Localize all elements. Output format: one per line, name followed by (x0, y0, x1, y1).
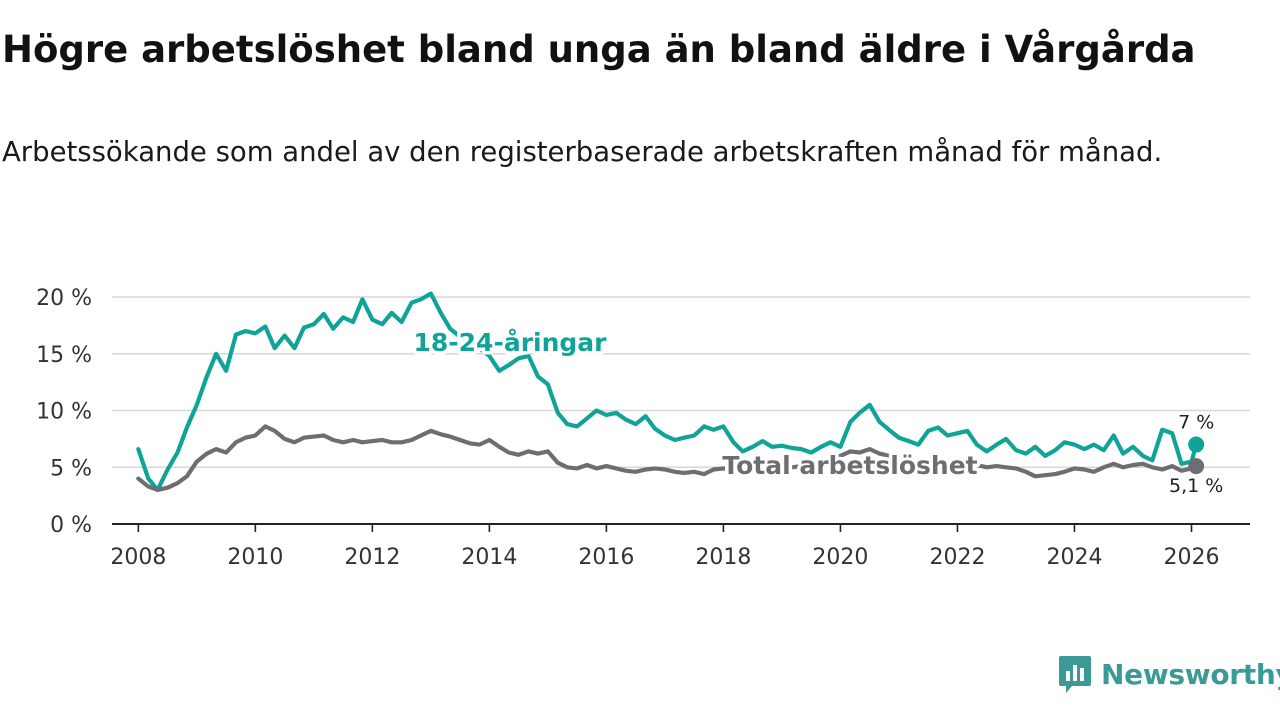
y-tick-label: 10 % (36, 400, 92, 425)
series-labels: 18-24-åringar Total arbetslöshet 7 % 5,1 % (410, 325, 1223, 498)
series-line-total (136, 424, 1199, 492)
chart-title: Högre arbetslöshet bland unga än bland ä… (2, 28, 1196, 71)
end-label-youth: 7 % (1178, 412, 1214, 434)
x-tick-label: 2024 (1046, 545, 1102, 570)
end-label-total: 5,1 % (1169, 475, 1223, 497)
end-marker-youth (1188, 436, 1205, 453)
series-label-youth: 18-24-åringar (414, 328, 608, 357)
series-lines (136, 291, 1199, 492)
x-tick-label: 2014 (461, 545, 517, 570)
x-tick-label: 2020 (812, 545, 868, 570)
brand-name: Newsworthy (1101, 657, 1280, 691)
x-tick-label: 2022 (929, 545, 985, 570)
x-tick-label: 2008 (110, 545, 166, 570)
x-tick-label: 2010 (227, 545, 283, 570)
x-tick-label: 2012 (344, 545, 400, 570)
x-tick-label: 2018 (695, 545, 751, 570)
y-tick-label: 5 % (50, 456, 92, 481)
y-tick-label: 0 % (50, 513, 92, 538)
newsworthy-logo: Newsworthy (1058, 654, 1280, 694)
y-tick-label: 15 % (36, 343, 92, 368)
series-label-total: Total arbetslöshet (722, 451, 977, 480)
x-tick-label: 2016 (578, 545, 634, 570)
series-line-youth (136, 291, 1199, 492)
end-marker-total (1188, 458, 1205, 475)
chart-subtitle: Arbetssökande som andel av den registerb… (2, 136, 1163, 168)
y-tick-label: 20 % (36, 286, 92, 311)
x-axis: 2008 2010 2012 2014 2016 2018 2020 2022 2024 2026 (110, 523, 1250, 570)
y-axis-ticks: 0 % 5 % 10 % 15 % 20 % (36, 286, 92, 538)
gridlines (112, 296, 1250, 469)
newsworthy-logo-icon (1059, 656, 1091, 693)
x-tick-label: 2026 (1163, 545, 1219, 570)
